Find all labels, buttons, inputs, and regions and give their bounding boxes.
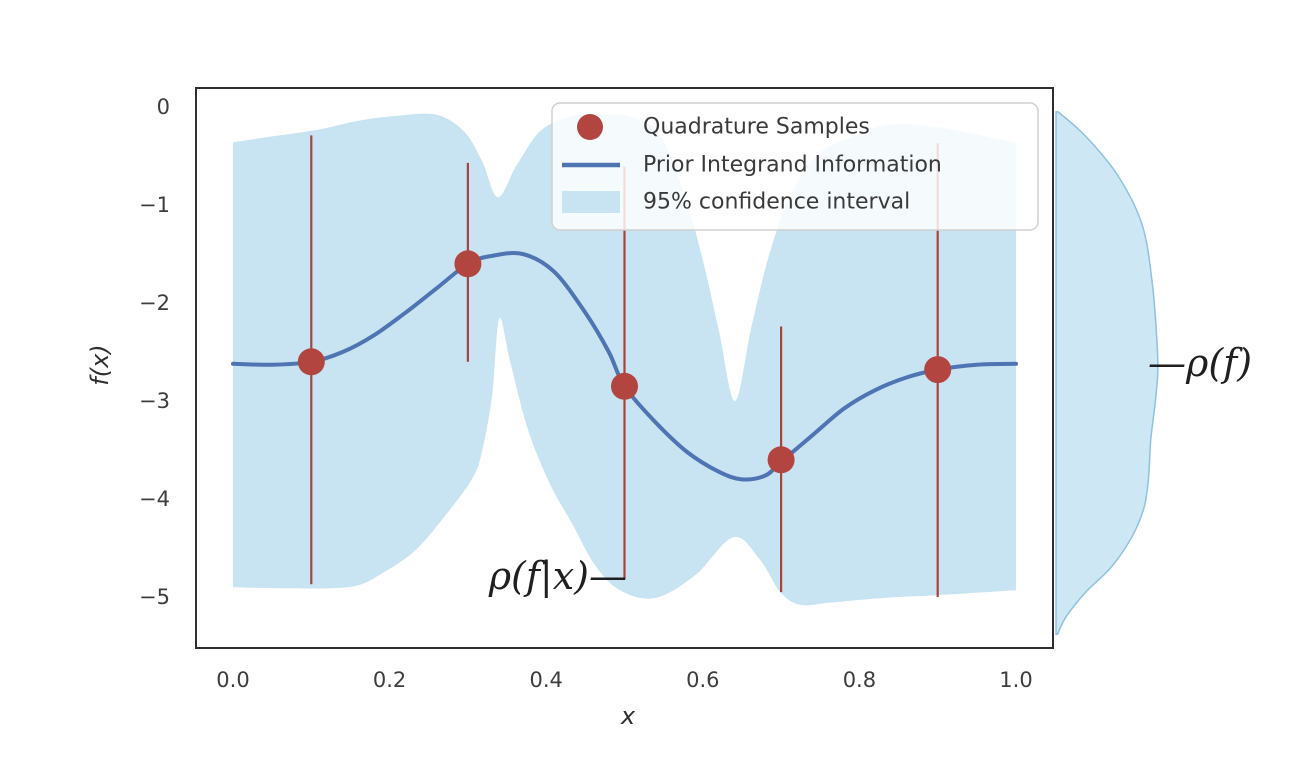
marginal-density-shape — [1055, 111, 1159, 635]
y-tick-label: −5 — [139, 585, 170, 609]
marginal-density-annotation: —ρ(f) — [1148, 341, 1252, 385]
y-axis-tick-labels: 0 −1 −2 −3 −4 −5 — [139, 95, 170, 609]
legend-label-ci: 95% confidence interval — [643, 190, 910, 215]
y-axis-label: f(x) — [86, 344, 114, 385]
quadrature-sample-dot — [454, 250, 482, 278]
y-tick-label: −1 — [139, 193, 170, 217]
plot-frame — [195, 87, 1054, 649]
x-axis-label: x — [620, 702, 636, 730]
x-tick-label: 0.8 — [843, 668, 876, 692]
x-tick-label: 0.0 — [216, 668, 249, 692]
x-tick-label: 0.2 — [373, 668, 406, 692]
legend-band-patch-icon — [562, 191, 620, 213]
legend: Quadrature Samples Prior Integrand Infor… — [551, 102, 1039, 231]
quadrature-sample-dot — [297, 348, 325, 376]
quadrature-sample-dot — [611, 372, 638, 400]
legend-sample-marker-icon — [577, 114, 603, 140]
legend-box — [551, 102, 1039, 231]
conditional-density-annotation: ρ(f|x)— — [488, 554, 627, 598]
x-tick-label: 0.6 — [686, 668, 719, 692]
y-tick-label: −3 — [139, 389, 170, 413]
y-tick-label: −4 — [139, 487, 170, 511]
x-tick-label: 1.0 — [999, 668, 1032, 692]
y-tick-label: 0 — [157, 95, 170, 119]
quadrature-sample-dot — [767, 446, 795, 474]
y-tick-label: −2 — [139, 291, 170, 315]
legend-label-prior: Prior Integrand Information — [643, 153, 942, 178]
legend-label-samples: Quadrature Samples — [643, 115, 870, 140]
x-axis-tick-labels: 0.0 0.2 0.4 0.6 0.8 1.0 — [216, 668, 1032, 692]
quadrature-sample-dot — [924, 356, 952, 384]
quadrature-samples — [297, 250, 952, 474]
x-tick-label: 0.4 — [529, 668, 562, 692]
